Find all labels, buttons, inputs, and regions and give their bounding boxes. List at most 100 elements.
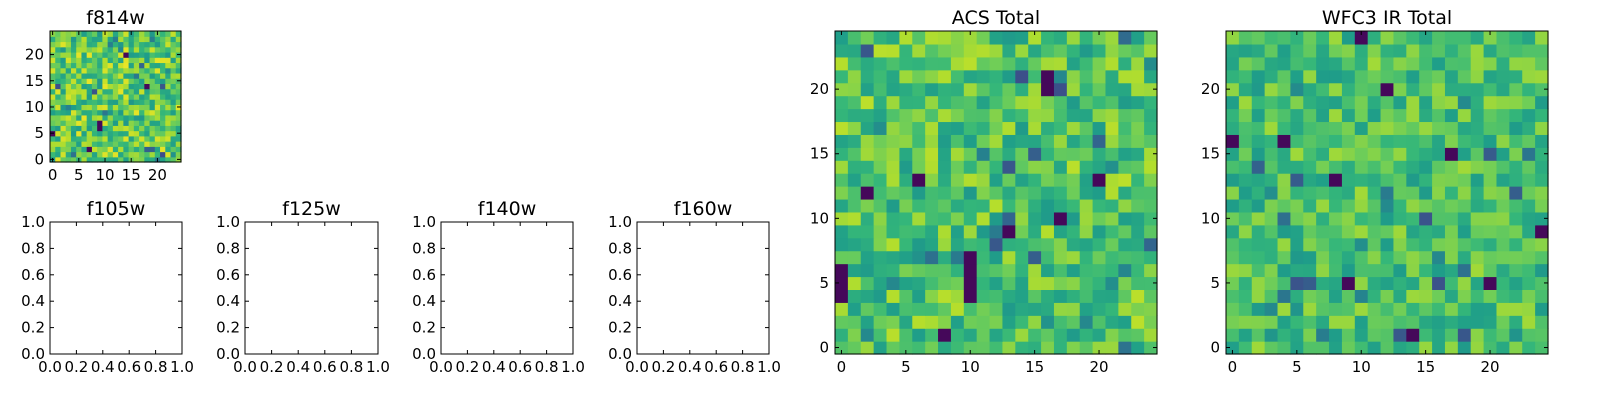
heatmap-cell (1238, 69, 1253, 84)
heatmap-cell (1393, 31, 1407, 45)
heatmap-cell (1367, 69, 1382, 84)
heatmap-cell (963, 69, 978, 84)
heatmap-cell (1535, 250, 1549, 265)
heatmap-cell (165, 31, 172, 37)
heatmap-cell (1251, 224, 1266, 239)
heatmap-cell (1079, 31, 1094, 45)
heatmap-cell (86, 67, 93, 74)
heatmap-cell (160, 104, 166, 111)
heatmap-cell (1354, 43, 1369, 58)
heatmap-cell (1053, 198, 1068, 213)
heatmap-cell (76, 57, 83, 64)
heatmap-cell (102, 41, 109, 48)
heatmap-cell (70, 83, 77, 90)
heatmap-cell (128, 99, 135, 105)
heatmap-cell (165, 114, 172, 121)
heatmap-cell (1341, 134, 1356, 148)
heatmap-cell (1028, 289, 1042, 303)
heatmap-cell (144, 88, 151, 95)
heatmap-cell (1457, 56, 1472, 71)
heatmap-cell (1066, 31, 1081, 45)
heatmap-cell (107, 114, 114, 121)
heatmap-cell (989, 173, 1004, 187)
heatmap-cell (81, 109, 88, 116)
heatmap-cell (1483, 56, 1498, 71)
heatmap-cell (1329, 69, 1343, 84)
heatmap-cell (91, 41, 98, 48)
heatmap-cell (133, 57, 140, 64)
heatmap-cell (86, 51, 93, 58)
heatmap-cell (963, 108, 978, 123)
heatmap-cell (1028, 31, 1042, 45)
heatmap-cell (1316, 237, 1330, 252)
heatmap-cell (86, 62, 93, 69)
heatmap-cell (1380, 108, 1395, 123)
heatmap-cell (1251, 108, 1266, 123)
heatmap-cell (160, 36, 166, 43)
heatmap-cell (1316, 186, 1330, 200)
heatmap-cell (1457, 315, 1472, 329)
heatmap-cell (1329, 134, 1343, 148)
heatmap-cell (133, 156, 140, 163)
heatmap-cell (1406, 276, 1420, 290)
heatmap-cell (1015, 250, 1029, 265)
heatmap-cell (1079, 224, 1094, 239)
x-tick-label: 0 (48, 166, 58, 184)
heatmap-cell (873, 341, 888, 355)
heatmap-cell (76, 99, 83, 105)
heatmap-cell (1470, 31, 1485, 45)
heatmap-cell (1277, 108, 1291, 123)
heatmap-cell (886, 160, 900, 174)
heatmap-cell (899, 224, 913, 239)
heatmap-cell (925, 302, 939, 316)
heatmap-cell (144, 151, 151, 158)
heatmap-cell (139, 36, 145, 43)
heatmap-cell (112, 120, 119, 126)
heatmap-cell (1290, 56, 1304, 71)
heatmap-cell (1341, 31, 1356, 45)
heatmap-cell (97, 109, 103, 116)
heatmap-cell (1432, 224, 1446, 239)
heatmap-cell (91, 67, 98, 74)
heatmap-cell (847, 237, 862, 252)
heatmap-cell (1509, 263, 1523, 278)
heatmap-cell (123, 31, 130, 37)
heatmap-cell (950, 173, 965, 187)
heatmap-cell (1393, 198, 1407, 213)
heatmap-cell (123, 156, 130, 163)
heatmap-cell (60, 135, 67, 142)
heatmap-cell (1444, 237, 1459, 252)
heatmap-cell (1367, 56, 1382, 71)
heatmap-cell (925, 56, 939, 71)
heatmap-cell (1432, 82, 1446, 97)
heatmap-cell (1522, 211, 1536, 226)
heatmap-cell (1105, 276, 1119, 290)
heatmap-cell (133, 31, 140, 37)
heatmap-cell (1535, 289, 1549, 303)
heatmap-cell (160, 141, 166, 147)
heatmap-cell (1393, 186, 1407, 200)
heatmap-cell (107, 125, 114, 132)
heatmap-cell (1015, 173, 1029, 187)
heatmap-cell (925, 289, 939, 303)
heatmap-cell (1393, 56, 1407, 71)
heatmap-cell (1496, 147, 1510, 161)
heatmap-cell (1432, 134, 1446, 148)
heatmap-cell (128, 125, 135, 132)
heatmap-cell (1393, 211, 1407, 226)
heatmap-cell (886, 198, 900, 213)
heatmap-cell (1354, 82, 1369, 97)
heatmap-cell (1406, 56, 1420, 71)
heatmap-cell (112, 31, 119, 37)
heatmap-cell (81, 83, 88, 90)
heatmap-cell (1496, 31, 1510, 45)
heatmap-cell (1496, 263, 1510, 278)
heatmap-cell (1251, 43, 1266, 58)
heatmap-cell (1380, 186, 1395, 200)
heatmap-cell (976, 315, 991, 329)
heatmap-cell (899, 31, 913, 45)
heatmap-cell (1264, 173, 1279, 187)
heatmap-cell (165, 93, 172, 100)
heatmap-cell (1341, 198, 1356, 213)
heatmap-cell (925, 173, 939, 187)
